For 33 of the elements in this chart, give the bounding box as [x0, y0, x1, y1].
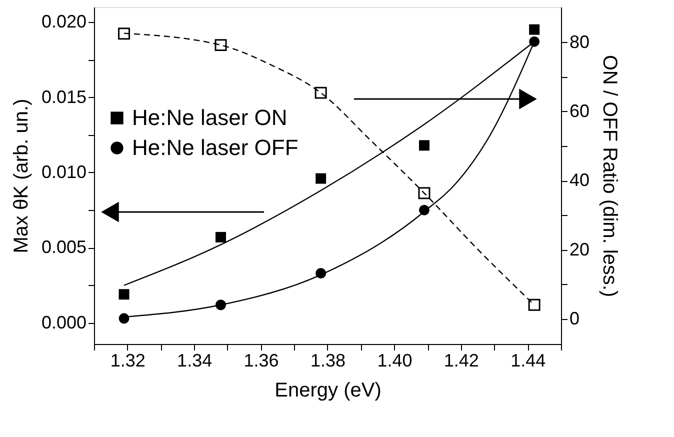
x-tick-label: 1.40 — [377, 350, 412, 370]
y2-axis-title: ON / OFF Ratio (dim. less.) — [598, 54, 621, 298]
point — [528, 298, 540, 311]
point — [529, 24, 540, 35]
y2-tick-label: 80 — [570, 32, 590, 52]
point — [418, 187, 430, 200]
x-tick-label: 1.32 — [110, 350, 146, 370]
point — [418, 140, 430, 151]
point — [216, 232, 226, 242]
point — [118, 289, 130, 300]
point — [214, 39, 227, 52]
point — [316, 173, 326, 184]
x-tick-label: 1.44 — [510, 350, 546, 370]
x-tick-label: 1.36 — [244, 350, 279, 370]
legend-label: He:Ne laser OFF — [132, 135, 298, 160]
y-tick-label: 0.020 — [41, 12, 86, 32]
y-tick-label: 0.000 — [41, 312, 86, 332]
point — [118, 313, 130, 324]
x-tick-label: 1.38 — [310, 350, 346, 370]
x-tick-label: 1.42 — [444, 350, 479, 370]
x-axis-title: Energy (eV) — [274, 380, 382, 402]
y2-tick-label: 40 — [570, 170, 590, 190]
y2-tick-label: 60 — [570, 100, 590, 121]
point — [314, 86, 327, 99]
y-tick-label: 0.015 — [41, 86, 86, 107]
y-tick-label: 0.010 — [41, 162, 86, 182]
point — [118, 28, 130, 40]
y2-tick-label: 0 — [570, 308, 580, 329]
legend-label: He:Ne laser ON — [132, 105, 288, 130]
y-tick-label: 0.005 — [41, 237, 86, 258]
x-tick-label: 1.34 — [177, 350, 212, 370]
y-axis-title: Max θK (arb. un.) — [10, 98, 32, 254]
y2-tick-label: 20 — [570, 239, 590, 260]
